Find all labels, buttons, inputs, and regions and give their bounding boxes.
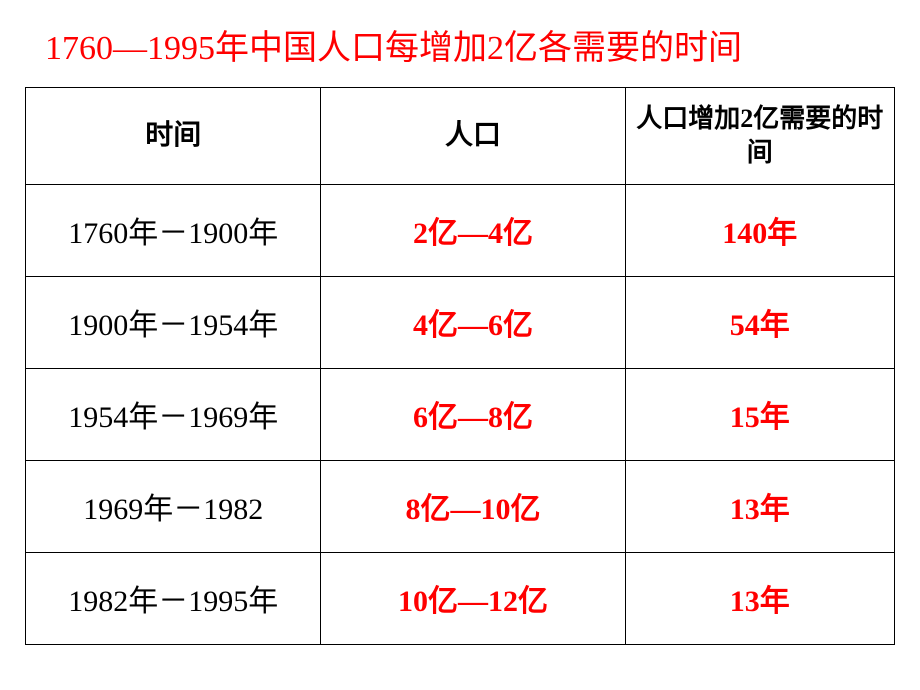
cell-time: 1900年－1954年 [26,276,321,368]
page-title: 1760—1995年中国人口每增加2亿各需要的时间 [25,20,895,69]
cell-time: 1969年－1982 [26,460,321,552]
cell-population: 4亿—6亿 [321,276,625,368]
cell-years: 140年 [625,184,894,276]
cell-population: 10亿—12亿 [321,552,625,644]
cell-population: 6亿—8亿 [321,368,625,460]
cell-population: 2亿—4亿 [321,184,625,276]
header-time: 时间 [26,88,321,185]
table-row: 1900年－1954年 4亿—6亿 54年 [26,276,895,368]
cell-population: 8亿—10亿 [321,460,625,552]
table-header-row: 时间 人口 人口增加2亿需要的时间 [26,88,895,185]
cell-years: 54年 [625,276,894,368]
cell-years: 13年 [625,552,894,644]
population-table: 时间 人口 人口增加2亿需要的时间 1760年－1900年 2亿—4亿 140年… [25,87,895,645]
table-row: 1954年－1969年 6亿—8亿 15年 [26,368,895,460]
cell-years: 15年 [625,368,894,460]
cell-time: 1954年－1969年 [26,368,321,460]
header-population: 人口 [321,88,625,185]
cell-years: 13年 [625,460,894,552]
table-row: 1969年－1982 8亿—10亿 13年 [26,460,895,552]
cell-time: 1982年－1995年 [26,552,321,644]
table-row: 1982年－1995年 10亿—12亿 13年 [26,552,895,644]
table-row: 1760年－1900年 2亿—4亿 140年 [26,184,895,276]
cell-time: 1760年－1900年 [26,184,321,276]
header-years: 人口增加2亿需要的时间 [625,88,894,185]
